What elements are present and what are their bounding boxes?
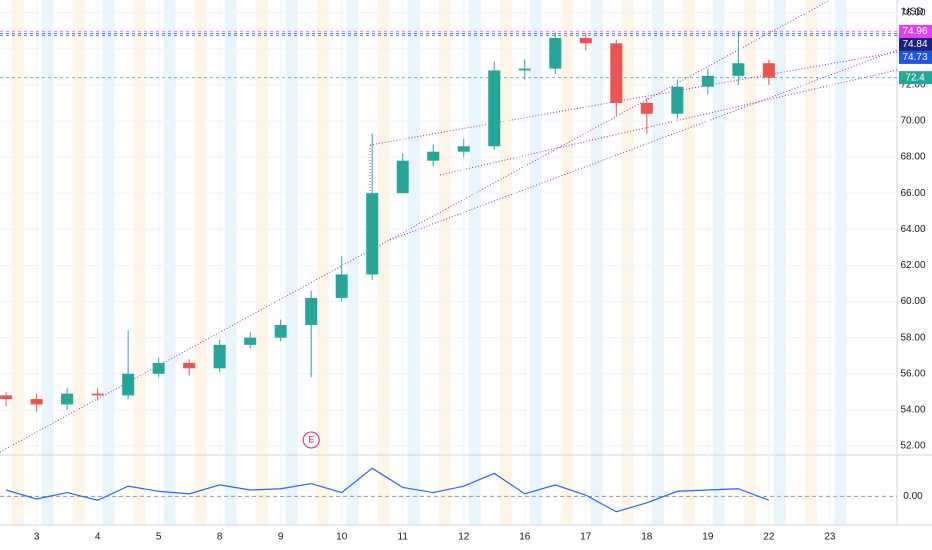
oscillator-line	[5, 467, 770, 513]
price-level-label: 74.84	[902, 39, 927, 50]
candle-body	[610, 43, 623, 103]
x-tick-label: 18	[641, 532, 653, 543]
stripe	[712, 0, 725, 525]
x-tick-label: 10	[336, 532, 348, 543]
candle-body	[244, 337, 257, 345]
candle-body	[396, 160, 409, 194]
y-tick-label: 72.00	[900, 80, 925, 91]
y-tick-label: 68.00	[900, 152, 925, 163]
candle-body	[640, 102, 653, 114]
candle-body	[427, 151, 440, 161]
candle-body	[0, 395, 13, 400]
stripe	[255, 0, 268, 525]
y-tick-label: 54.00	[900, 405, 925, 416]
trend-line	[389, 49, 898, 241]
stripe	[560, 0, 573, 525]
stripe	[41, 0, 54, 525]
y-tick-label: 56.00	[900, 368, 925, 379]
candle-body	[488, 70, 501, 147]
x-tick-label: 3	[34, 532, 40, 543]
price-level-badge	[899, 37, 932, 51]
price-level-label: 74.96	[902, 26, 927, 37]
y-tick-label: 60.00	[900, 296, 925, 307]
x-tick-label: 23	[824, 532, 836, 543]
x-tick-label: 5	[156, 532, 162, 543]
stripe	[773, 0, 786, 525]
candle-body	[91, 393, 104, 396]
stripe	[651, 0, 664, 525]
stripe	[133, 0, 146, 525]
stripe	[834, 0, 847, 525]
y-tick-label: 76.00	[900, 7, 925, 18]
stripe	[377, 0, 390, 525]
candle-body	[335, 274, 348, 298]
candle-body	[762, 63, 775, 78]
x-tick-label: 19	[702, 532, 714, 543]
price-level-badge	[899, 50, 932, 64]
x-tick-label: 11	[398, 532, 409, 543]
stripe	[163, 0, 176, 525]
stripe	[682, 0, 695, 525]
stripe	[346, 0, 359, 525]
candle-body	[305, 297, 318, 325]
stripe	[316, 0, 329, 525]
candle-body	[457, 146, 470, 152]
event-marker	[302, 431, 320, 449]
y-tick-label: 70.00	[900, 116, 925, 127]
candle-body	[61, 393, 74, 405]
candle-body	[671, 86, 684, 114]
price-level-label: 72.4	[905, 72, 925, 83]
x-tick-label: 12	[458, 532, 470, 543]
y-tick-label: 0.00	[903, 491, 923, 502]
candle-body	[732, 63, 745, 76]
candle-body	[183, 362, 196, 369]
stripe	[468, 0, 481, 525]
x-tick-label: 8	[217, 532, 223, 543]
price-level-badge	[899, 24, 932, 38]
stripe	[102, 0, 115, 525]
trend-line	[369, 51, 898, 146]
stripe	[224, 0, 237, 525]
candle-body	[366, 193, 379, 275]
y-tick-label: 52.00	[900, 441, 925, 452]
candle-body	[213, 344, 226, 369]
x-tick-label: 9	[278, 532, 284, 543]
stripe	[590, 0, 603, 525]
candle-body	[152, 362, 165, 374]
x-tick-label: 22	[763, 532, 775, 543]
stripe	[499, 0, 512, 525]
x-tick-label: 16	[519, 532, 531, 543]
stripe	[529, 0, 542, 525]
y-tick-label: 62.00	[900, 260, 925, 271]
stripe	[72, 0, 85, 525]
event-marker-label: E	[308, 434, 314, 444]
stripe	[804, 0, 817, 525]
candle-body	[549, 37, 562, 69]
candle-body	[122, 373, 135, 396]
price-level-badge	[899, 71, 932, 85]
y-tick-label: 66.00	[900, 188, 925, 199]
x-tick-label: 4	[95, 532, 101, 543]
stripe	[11, 0, 24, 525]
stripe	[194, 0, 207, 525]
candle-body	[30, 399, 43, 405]
y-tick-label: 64.00	[900, 224, 925, 235]
candle-body	[701, 75, 714, 87]
x-tick-label: 17	[580, 532, 592, 543]
candle-body	[274, 325, 287, 338]
price-level-label: 74.73	[902, 52, 927, 63]
candle-body	[518, 68, 531, 71]
stripe	[407, 0, 420, 525]
candle-body	[579, 37, 592, 44]
stripe	[285, 0, 298, 525]
currency-label: USD	[902, 7, 923, 18]
y-tick-label: 58.00	[900, 332, 925, 343]
stripe	[743, 0, 756, 525]
